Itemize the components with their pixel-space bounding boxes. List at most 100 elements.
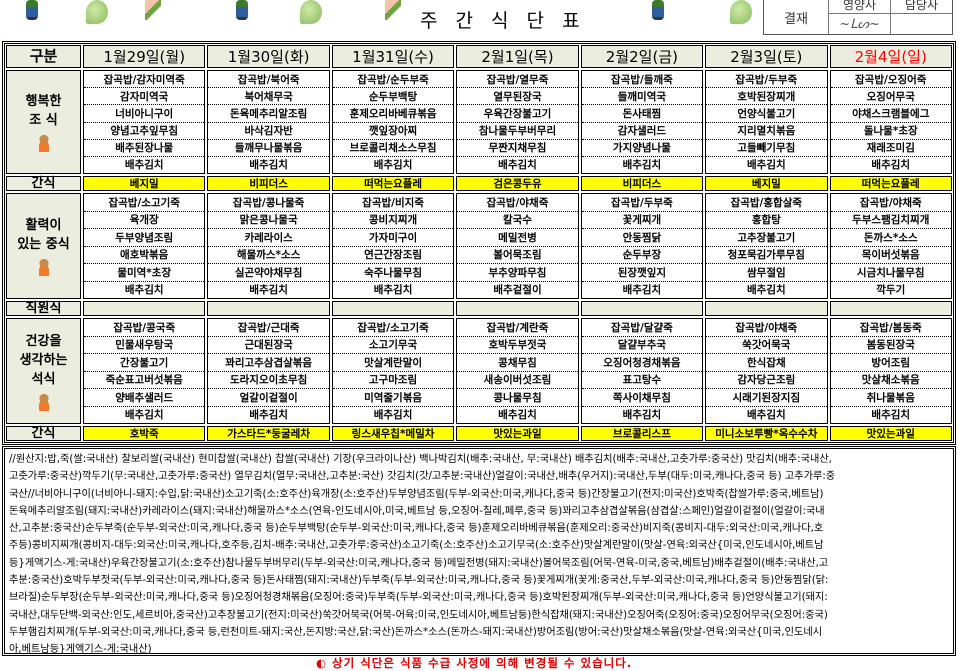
menu-item: 배추김치 [249,409,288,422]
meal-label-breakfast: 행복한 조 식 [6,70,81,174]
meal-row-breakfast: 행복한 조 식 잡곡밥/감자미역죽 감자미역국 너비아니구이 양념고추잎무침 배추된장나물 배… [5,69,953,175]
menu-item: 얼갈이겉절이 [208,389,329,407]
snack-cell: 베지밀 [705,176,828,191]
menu-item: 브로콜리채소스무침 [332,140,454,157]
origin-info: //원산지:밥,죽(쌀:국내산) 찰보리쌀(국내산) 현미찹쌀(국내산) 찹쌀(… [2,446,956,656]
menu-item: 양념고추잎무침 [84,123,205,140]
menu-item: 잡곡밥/계란죽 [457,319,578,337]
staff-label: 직원식 [6,301,81,316]
snack-row: 간식 베지밀 비피더스 떠먹는요플레 검은콩두유 비피더스 베지밀 떠먹는요플레 [5,175,953,192]
menu-item: 시래기된장지짐 [706,389,827,407]
menu-item: 잡곡밥/감자미역죽 [84,71,205,89]
menu-item: 감자샐러드 [581,123,703,140]
menu-cell: 잡곡밥/두부죽 꽃게찌개 안동찜닭 순두부장 된장깻잎지 배추김치 [580,193,704,299]
menu-cell: 잡곡밥/야채죽 두부스팸김치찌개 돈까스*소스 목이버섯볶음 시금치나물무침 깍두기 [829,193,952,299]
menu-item: 훈제오리바베큐볶음 [332,105,454,123]
approval-role-manager: 담당사 [890,0,952,13]
menu-cell: 잡곡밥/순두부죽 순두부백탕 훈제오리바베큐볶음 깻잎장아찌 브로콜리채소스무침 배추김치 [331,70,455,174]
menu-item: 배추김치 [747,284,786,297]
menu-item: 돈육메추리알조림 [208,105,329,123]
menu-item: 가자미구이 [332,229,454,247]
meal-label-line: 조 식 [29,113,58,128]
menu-item: 배추김치 [373,159,413,172]
menu-item: 잡곡밥/콩나물죽 [208,194,329,212]
meal-label-dinner: 건강을 생각하는 석식 [6,318,81,424]
meal-label-line: 생각하는 [19,352,68,368]
origin-line: 돈육메추리알조림(돼지:국내산)카레라이스(돼지:국내산)해물까스*소스(연육-… [9,505,825,517]
day-header: 1월31일(수) [331,45,455,68]
menu-item: 순두부장 [581,247,703,264]
snack-cell: 미니소보루빵*옥수수차 [705,426,828,441]
origin-line: 두부햄김치찌개(두부-외국산:미국,캐나다,중국 등,런천미트-돼지:국산,돈지… [9,626,823,638]
menu-cell: 잡곡밥/야채죽 쑥갓어묵국 한식잡채 감자당근조림 시래기된장지짐 배추김치 [705,318,828,424]
menu-item: 참나물두부버무리 [457,123,578,140]
menu-item: 청포묵김가루무침 [706,247,827,264]
menu-item: 잡곡밥/봄동죽 [830,319,951,337]
origin-line: 산,고추분:중국산)순두부죽(순두부-외국산:미국,캐나다,중국 등)순두부백탕… [9,523,824,535]
menu-item: 잡곡밥/두부죽 [706,71,827,89]
approval-label: 결재 [784,11,808,27]
staff-cell [580,301,704,316]
menu-item: 배추겉절이 [493,284,542,297]
approval-box: 결재 영양사 담당사 ~ᒪᔕ~ [763,0,953,35]
menu-item: 잡곡밥/오징어죽 [830,71,951,89]
menu-item: 소고기무국 [332,337,454,354]
corner-label: 구분 [6,45,81,68]
staff-cell [829,301,952,316]
menu-cell: 잡곡밥/비지죽 콩비지찌개 가자미구이 연근간장조림 숙주나물무침 배추김치 [331,193,455,299]
menu-item: 잡곡밥/들깨죽 [581,71,703,89]
menu-item: 우육간장불고기 [457,105,578,123]
origin-line: 고춧가루:중국산)깍두기(무:국내산,고춧가루:중국산) 열무김치(열무:국내산… [9,471,836,483]
menu-item: 콩채무침 [457,354,578,372]
day-header: 2월1일(목) [456,45,579,68]
day-header: 1월30일(화) [207,45,330,68]
day-header: 1월29일(월) [83,45,206,68]
menu-item: 감자당근조림 [706,372,827,389]
menu-item: 한식잡채 [706,354,827,372]
day-header: 2월4일(일) [829,45,952,68]
meal-row-lunch: 활력이 있는 중식 잡곡밥/소고기죽 육개장 두부양념조림 애호박볶음 물미역*초장 배추김치… [5,192,953,300]
menu-item: 방어조림 [830,354,951,372]
snack-cell: 링스새우칩*메밀차 [331,426,455,441]
menu-item: 육개장 [84,212,205,229]
snack-cell: 호박죽 [83,426,206,441]
snack-cell: 맛있는과일 [456,426,579,441]
menu-item: 근대된장국 [208,337,329,354]
snack-cell: 떠먹는요플레 [331,176,455,191]
menu-item: 잡곡밥/순두부죽 [332,71,454,89]
menu-cell: 잡곡밥/두부죽 호박된장찌개 언양식불고기 지리멸치볶음 고들빼기무침 배추김치 [705,70,828,174]
menu-item: 실곤약야채무침 [208,264,329,282]
cabbage-illustration [300,0,322,24]
meal-row-dinner: 건강을 생각하는 석식 잡곡밥/콩국죽 민물새우탕국 간장불고기 죽순표고버섯볶음 양배추샐러… [5,317,953,425]
menu-cell: 잡곡밥/봄동죽 봄동된장국 방어조림 맛살채소볶음 취나물볶음 배추김치 [829,318,952,424]
menu-cell: 잡곡밥/근대죽 근대된장국 꽈리고추삼겹살볶음 도라지오이초무침 얼갈이겉절이 배추김치 [207,318,330,424]
menu-item: 지리멸치볶음 [706,123,827,140]
menu-item: 가지양념나물 [581,140,703,157]
menu-item: 안동찜닭 [581,229,703,247]
child-icon [35,392,52,411]
snack-cell: 베지밀 [83,176,206,191]
menu-cell: 잡곡밥/오징어죽 오징어무국 야채스크램블에그 돌나물*초장 재래조미김 배추김치 [829,70,952,174]
menu-item: 홍합탕 [706,212,827,229]
meal-label-line: 있는 중식 [17,237,70,252]
menu-item: 배추된장나물 [84,140,205,157]
menu-item: 열무된장국 [457,88,578,106]
menu-cell: 잡곡밥/소고기죽 육개장 두부양념조림 애호박볶음 물미역*초장 배추김치 [83,193,206,299]
menu-item: 배추김치 [498,159,537,172]
snack-cell: 비피더스 [207,176,330,191]
menu-item: 배추김치 [871,409,911,422]
signature-nutritionist: ~ᒪᔕ~ [828,13,890,34]
meal-label-lunch: 활력이 있는 중식 [6,193,81,299]
menu-item: 잡곡밥/야채죽 [457,194,578,212]
menu-cell: 잡곡밥/들깨죽 들깨미역국 돈사태찜 감자샐러드 가지양념나물 배추김치 [580,70,704,174]
menu-item: 배추김치 [622,284,662,297]
menu-item: 잡곡밥/달걀죽 [581,319,703,337]
snack-cell: 브로콜리스프 [580,426,704,441]
menu-item: 잡곡밥/홍합살죽 [706,194,827,212]
menu-cell: 잡곡밥/계란죽 호박두부젓국 콩채무침 새송이버섯조림 콩나물무침 배추김치 [456,318,579,424]
menu-item: 미역줄기볶음 [332,389,454,407]
menu-item: 죽순표고버섯볶음 [84,372,205,389]
snack-cell: 맛있는과일 [829,426,952,441]
origin-line: 국내산,대두단백-외국산:인도,세르비아,중국산)고추장불고기(전지:미국산)쑥… [9,609,828,621]
girl-with-vegetable-illustration [145,0,161,20]
